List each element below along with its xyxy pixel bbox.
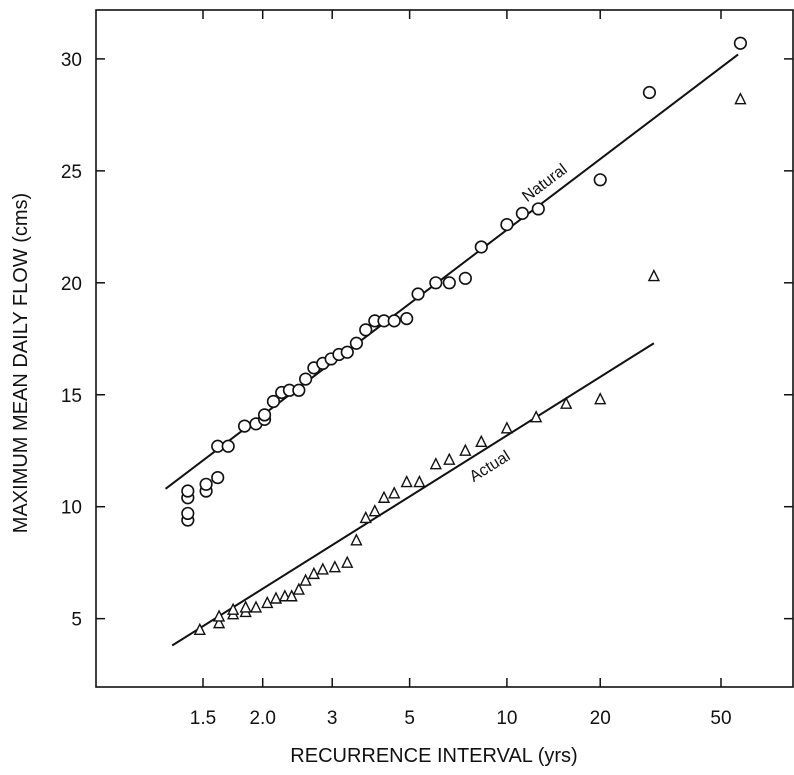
natural-point-5 bbox=[199, 477, 213, 491]
natural-point-35 bbox=[515, 206, 529, 220]
x-axis: 1.5 2.0 3 5 10 20 50 bbox=[190, 10, 732, 729]
natural-point-32 bbox=[458, 271, 472, 285]
natural-point-30 bbox=[429, 276, 443, 290]
actual-point-24 bbox=[413, 475, 426, 488]
natural-point-1 bbox=[181, 506, 195, 521]
actual-point-14 bbox=[307, 566, 321, 580]
natural-point-16 bbox=[292, 383, 306, 397]
natural-point-22 bbox=[340, 345, 354, 359]
actual-point-31 bbox=[560, 396, 573, 409]
natural-point-34 bbox=[500, 217, 514, 232]
natural-point-12 bbox=[257, 408, 272, 422]
fit-lines bbox=[164, 53, 739, 647]
actual-point-1 bbox=[212, 616, 226, 629]
natural-point-29 bbox=[411, 287, 425, 301]
actual-point-25 bbox=[429, 457, 442, 470]
actual-point-34 bbox=[734, 92, 747, 105]
actual-point-13 bbox=[299, 573, 312, 586]
actual-point-6 bbox=[239, 600, 252, 613]
x-axis-title: RECURRENCE INTERVAL (yrs) bbox=[290, 745, 577, 767]
actual-point-30 bbox=[530, 410, 543, 423]
actual-point-8 bbox=[261, 595, 274, 609]
natural-point-37 bbox=[593, 173, 607, 187]
actual-point-11 bbox=[285, 589, 298, 602]
actual-series-label: Actual bbox=[467, 448, 514, 486]
x-tick-label-1: 2.0 bbox=[249, 708, 275, 729]
x-tick-label-6: 50 bbox=[710, 708, 731, 729]
plot-frame bbox=[95, 9, 794, 688]
actual-point-12 bbox=[292, 582, 305, 595]
natural-point-17 bbox=[299, 372, 313, 386]
natural-point-36 bbox=[531, 202, 545, 216]
actual-point-32 bbox=[594, 392, 607, 405]
x-tick-label-4: 10 bbox=[496, 708, 517, 729]
natural-point-3 bbox=[181, 484, 195, 498]
actual-fit-line bbox=[171, 342, 655, 647]
x-tick-label-0: 1.5 bbox=[190, 708, 216, 729]
y-axis: 5 10 15 20 25 30 bbox=[61, 50, 793, 631]
actual-point-2 bbox=[212, 609, 226, 622]
y-tick-label-0: 5 bbox=[71, 610, 82, 631]
actual-point-7 bbox=[249, 600, 263, 613]
actual-point-9 bbox=[269, 591, 283, 604]
actual-point-0 bbox=[193, 622, 206, 636]
natural-series-label: Natural bbox=[519, 161, 570, 206]
x-tick-label-3: 5 bbox=[404, 708, 415, 729]
actual-point-17 bbox=[341, 555, 354, 568]
natural-point-39 bbox=[733, 36, 748, 50]
natural-point-28 bbox=[400, 312, 414, 326]
y-tick-label-5: 30 bbox=[61, 50, 82, 71]
y-tick-label-3: 20 bbox=[61, 274, 82, 295]
x-tick-label-5: 20 bbox=[590, 708, 611, 729]
y-tick-label-2: 15 bbox=[61, 386, 82, 407]
natural-point-8 bbox=[221, 439, 235, 453]
natural-point-31 bbox=[442, 276, 456, 290]
actual-point-26 bbox=[443, 452, 456, 465]
actual-point-21 bbox=[377, 490, 391, 503]
actual-point-28 bbox=[475, 434, 488, 447]
data-points bbox=[181, 36, 748, 636]
natural-point-38 bbox=[642, 85, 657, 100]
actual-point-33 bbox=[647, 269, 661, 282]
y-tick-label-1: 10 bbox=[61, 498, 82, 519]
natural-point-27 bbox=[387, 314, 401, 328]
y-tick-label-4: 25 bbox=[61, 162, 82, 183]
x-tick-label-2: 3 bbox=[327, 708, 338, 729]
actual-point-18 bbox=[350, 533, 363, 546]
actual-point-19 bbox=[359, 510, 372, 524]
natural-point-6 bbox=[211, 470, 225, 485]
natural-point-13 bbox=[266, 394, 281, 409]
actual-point-23 bbox=[400, 475, 413, 488]
y-axis-title: MAXIMUM MEAN DAILY FLOW (cms) bbox=[10, 193, 32, 533]
natural-point-24 bbox=[359, 323, 373, 337]
natural-point-33 bbox=[474, 240, 488, 254]
natural-point-9 bbox=[237, 419, 252, 433]
natural-point-23 bbox=[349, 336, 363, 350]
actual-point-29 bbox=[500, 421, 514, 434]
actual-point-16 bbox=[328, 560, 341, 573]
actual-point-27 bbox=[459, 443, 472, 456]
actual-point-20 bbox=[368, 504, 381, 517]
actual-point-15 bbox=[316, 562, 329, 575]
actual-point-22 bbox=[388, 486, 401, 499]
actual-point-4 bbox=[226, 602, 240, 615]
